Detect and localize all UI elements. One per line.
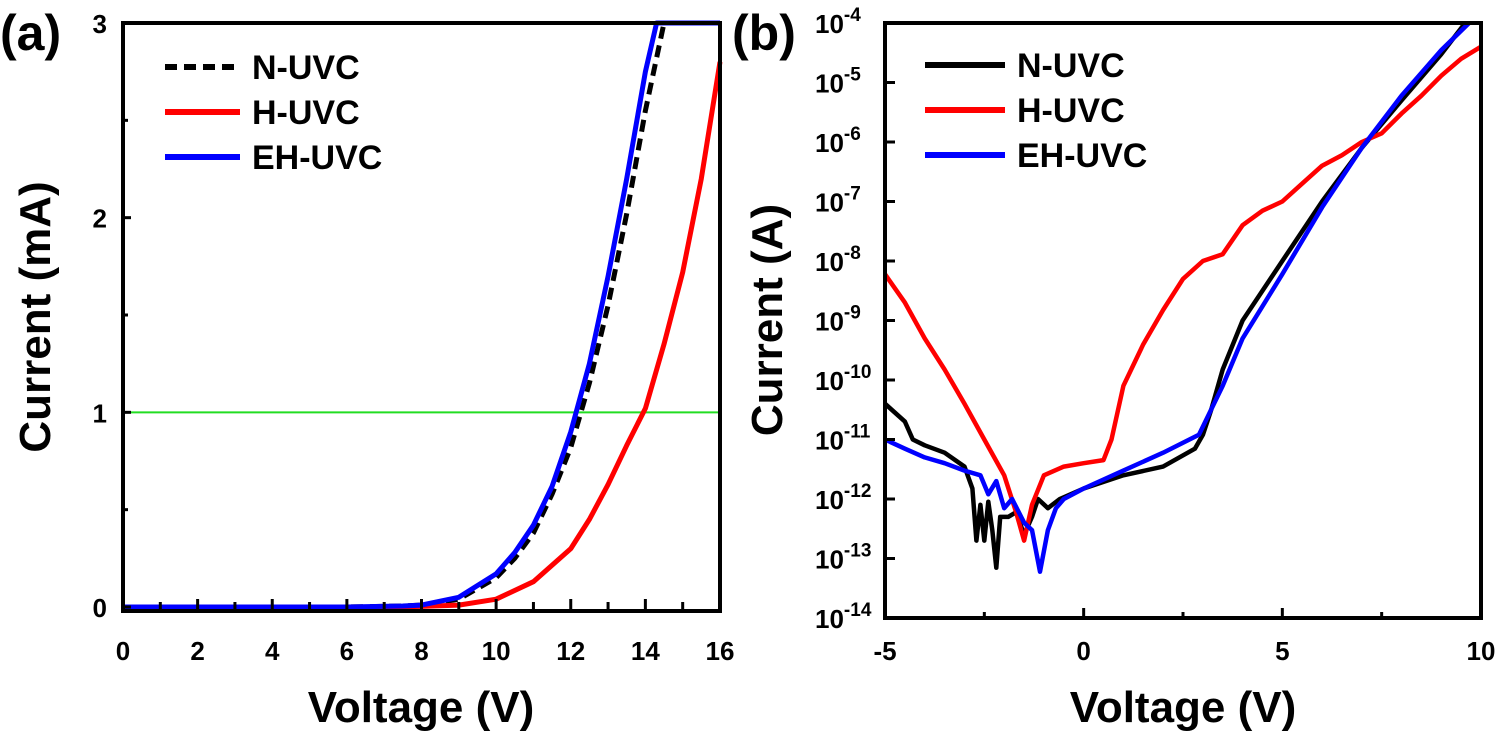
panel-a-x-tick-label: 14	[631, 636, 660, 666]
panel-b-y-tick-label: 10-5	[815, 65, 861, 99]
panel-a-x-tick-label: 10	[482, 636, 511, 666]
panel-b-y-tick-label: 10-6	[815, 124, 861, 158]
panel-b-legend-label-h-uvc: H-UVC	[1017, 92, 1125, 130]
panel-b-x-tick-label: 5	[1275, 636, 1289, 666]
panel-b-y-tick-label: 10-9	[815, 303, 861, 337]
panel-a-series-layer	[123, 20, 723, 610]
panel-a-legend-label-n-uvc: N-UVC	[252, 49, 360, 87]
panel-a-legend: N-UVC H-UVC EH-UVC	[165, 49, 382, 177]
panel-a-x-tick-label: 6	[340, 636, 354, 666]
panel-a-y-tick-label: 1	[93, 398, 107, 428]
panel-a-series-eh-uvc-line	[123, 20, 720, 610]
panel-a-series-h-uvc-line	[123, 61, 723, 610]
panel-b-legend: N-UVC H-UVC EH-UVC	[925, 47, 1147, 175]
panel-b-series-eh-uvc-line	[884, 21, 1471, 574]
panel-b: (b) -5 0 5 10 10-14 10-13 10-12 10-11 10-10 10-9 1…	[732, 5, 1495, 732]
panel-b-y-tick-label: 10-7	[815, 184, 861, 218]
panel-b-series-layer	[883, 21, 1483, 574]
panel-a-y-tick-label: 0	[93, 593, 107, 623]
panel-a-label: (a)	[0, 5, 61, 61]
panel-a-x-tick-label: 12	[556, 636, 585, 666]
panel-a-x-tick-label: 2	[190, 636, 204, 666]
panel-b-y-tick-label: 10-12	[815, 481, 871, 515]
panel-a-x-axis-title: Voltage (V)	[308, 683, 535, 732]
panel-b-label: (b)	[732, 5, 796, 61]
panel-b-y-tick-label: 10-8	[815, 243, 861, 277]
panel-a-legend-label-h-uvc: H-UVC	[252, 94, 360, 132]
panel-b-series-h-uvc-line	[883, 44, 1483, 543]
panel-b-y-tick-label: 10-13	[815, 541, 871, 575]
panel-a-x-tick-label: 16	[706, 636, 735, 666]
panel-b-x-tick-label: -5	[873, 636, 896, 666]
panel-a-y-tick-label: 2	[93, 204, 107, 234]
panel-b-y-tick-label: 10-14	[815, 600, 872, 634]
panel-a-legend-label-eh-uvc: EH-UVC	[252, 139, 382, 177]
panel-b-y-tick-label: 10-11	[815, 422, 871, 456]
panel-b-x-tick-label: 10	[1467, 636, 1496, 666]
panel-b-y-tick-label: 10-10	[815, 362, 871, 396]
panel-a-y-axis-title: Current (mA)	[11, 181, 60, 452]
panel-b-x-axis-title: Voltage (V)	[1070, 683, 1297, 732]
panel-b-y-tick-label: 10-4	[815, 5, 861, 39]
panel-b-legend-label-eh-uvc: EH-UVC	[1017, 137, 1147, 175]
panel-b-ticks: -5 0 5 10 10-14 10-13 10-12 10-11 10-10 10-9 10-8 1…	[815, 5, 1495, 666]
panel-b-y-axis-title: Current (A)	[743, 204, 792, 436]
panel-a-x-tick-label: 4	[265, 636, 280, 666]
panel-b-x-tick-label: 0	[1076, 636, 1090, 666]
panel-b-series-n-uvc-line	[883, 21, 1467, 570]
panel-a-x-tick-label: 8	[414, 636, 428, 666]
panel-a-x-tick-label: 0	[116, 636, 130, 666]
panel-b-legend-label-n-uvc: N-UVC	[1017, 47, 1125, 85]
panel-a-y-tick-label: 3	[93, 9, 107, 39]
